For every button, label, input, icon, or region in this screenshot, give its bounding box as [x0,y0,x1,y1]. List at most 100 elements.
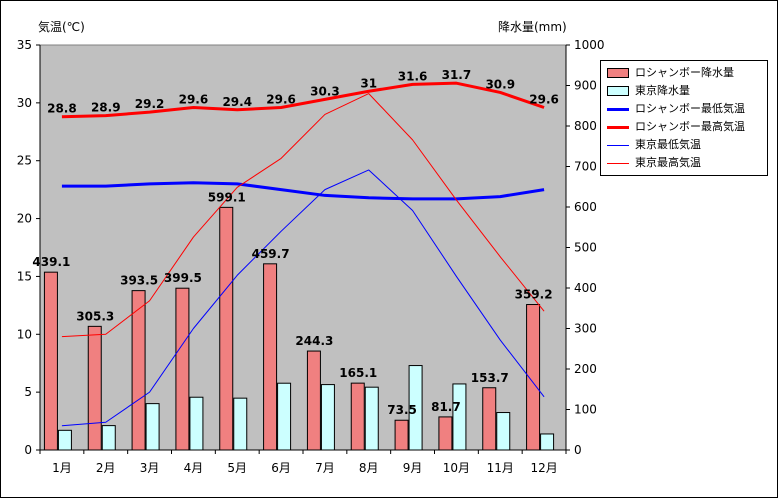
bar-tokyo-precip [540,433,555,451]
right-tick-label: 100 [574,403,597,417]
bar-data-label: 393.5 [120,274,158,288]
x-tick-label: 8月 [359,461,379,475]
x-tick-label: 2月 [96,461,116,475]
left-tick-label: 10 [17,327,32,341]
bar-rochambeau-precip [131,290,146,451]
legend-line-swatch [607,108,629,111]
left-tick-label: 25 [17,154,32,168]
right-tick-label: 0 [574,443,582,457]
line-data-label: 29.2 [135,97,165,111]
left-tick-label: 5 [24,385,32,399]
legend-line-swatch [607,163,629,164]
left-tick-label: 0 [24,443,32,457]
right-tick-label: 200 [574,362,597,376]
legend-label: ロシャンボー降水量 [635,66,734,79]
bar-tokyo-precip [452,383,467,451]
right-tick-label: 800 [574,119,597,133]
bar-data-label: 399.5 [164,271,202,285]
bar-tokyo-precip [189,396,204,451]
x-tick-label: 7月 [315,461,335,475]
bar-data-label: 359.2 [515,288,553,302]
line-series-2 [61,169,545,427]
x-tick-label: 4月 [184,461,204,475]
bar-rochambeau-precip [175,287,190,451]
right-tick-label: 600 [574,200,597,214]
legend-item: 東京降水量 [605,83,765,99]
bar-data-label: 244.3 [295,334,333,348]
left-tick-label: 35 [17,38,32,52]
line-data-label: 30.3 [310,84,340,98]
bar-tokyo-precip [364,386,379,451]
legend-item: ロシャンボー最高気温 [605,119,765,135]
legend-item: ロシャンボー最低気温 [605,101,765,117]
left-tick-label: 15 [17,269,32,283]
bar-tokyo-precip [233,397,248,451]
line-data-label: 28.9 [91,101,121,115]
bar-data-label: 153.7 [471,371,509,385]
line-data-label: 31.7 [442,68,472,82]
x-tick-label: 11月 [487,461,514,475]
legend-label: 東京降水量 [635,84,690,97]
line-data-label: 29.6 [179,92,209,106]
bar-rochambeau-precip [438,416,453,451]
legend-swatch [607,68,629,78]
x-tick-label: 9月 [403,461,423,475]
bar-rochambeau-precip [306,350,321,451]
bar-tokyo-precip [101,425,116,451]
left-tick-label: 20 [17,212,32,226]
bar-rochambeau-precip [87,325,102,451]
legend-label: ロシャンボー最高気温 [635,120,745,133]
x-tick-label: 1月 [52,461,72,475]
legend-item: ロシャンボー降水量 [605,65,765,81]
right-tick-label: 400 [574,281,597,295]
line-series-1 [61,81,545,119]
legend-line-swatch [607,126,629,129]
bar-rochambeau-precip [394,419,409,451]
left-tick-label: 30 [17,96,32,110]
bar-data-label: 165.1 [339,366,377,380]
legend-item: 東京最高気温 [605,155,765,171]
bar-rochambeau-precip [219,206,234,451]
x-tick-label: 12月 [530,461,557,475]
right-tick-label: 1000 [574,38,605,52]
legend-label: 東京最高気温 [635,156,701,169]
right-tick-label: 300 [574,322,597,336]
bar-rochambeau-precip [526,304,541,451]
line-data-label: 30.9 [485,77,515,91]
left-axis-title: 気温(℃) [38,20,85,34]
bar-data-label: 305.3 [76,309,114,323]
bar-tokyo-precip [408,365,423,451]
right-axis-title: 降水量(mm) [498,20,567,34]
line-series-3 [61,93,545,338]
right-tick-label: 700 [574,160,597,174]
legend-swatch [607,86,629,96]
bar-rochambeau-precip [263,263,278,451]
line-data-label: 29.4 [222,95,252,109]
line-series-0 [61,181,545,201]
x-tick-label: 5月 [227,461,247,475]
line-data-label: 28.8 [47,102,77,116]
legend-item: 東京最低気温 [605,137,765,153]
legend-label: ロシャンボー最低気温 [635,102,745,115]
line-data-label: 31 [360,76,377,90]
bar-tokyo-precip [145,403,160,451]
x-tick-label: 6月 [271,461,291,475]
bar-tokyo-precip [496,412,511,451]
x-tick-label: 10月 [443,461,470,475]
line-data-label: 31.6 [398,69,428,83]
legend-label: 東京最低気温 [635,138,701,151]
bar-tokyo-precip [320,384,335,451]
bar-tokyo-precip [57,429,72,451]
bar-data-label: 73.5 [387,403,417,417]
bar-data-label: 599.1 [208,190,246,204]
bar-data-label: 81.7 [431,400,461,414]
bar-tokyo-precip [277,382,292,451]
bar-data-label: 459.7 [252,247,290,261]
x-tick-label: 3月 [140,461,160,475]
right-tick-label: 900 [574,79,597,93]
legend-line-swatch [607,145,629,146]
bar-rochambeau-precip [482,387,497,451]
legend: ロシャンボー降水量 東京降水量ロシャンボー最低気温 ロシャンボー最高気温 東京最低気温… [600,60,768,176]
